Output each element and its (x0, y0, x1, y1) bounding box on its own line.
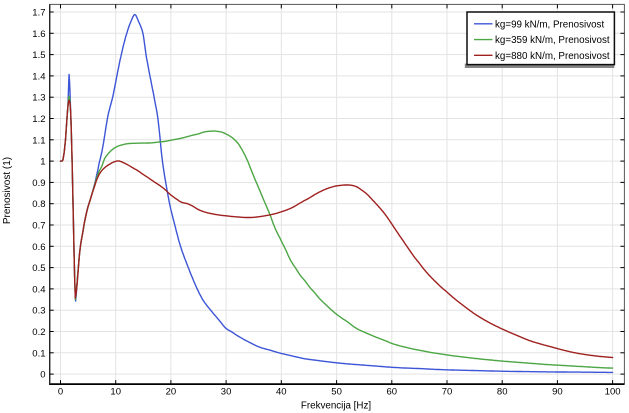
svg-text:0.9: 0.9 (32, 178, 45, 189)
svg-text:0.8: 0.8 (32, 199, 45, 210)
svg-text:kg=880 kN/m, Prenosivost: kg=880 kN/m, Prenosivost (495, 51, 610, 62)
svg-text:1.6: 1.6 (32, 29, 45, 40)
svg-text:kg=359 kN/m, Prenosivost: kg=359 kN/m, Prenosivost (495, 35, 610, 46)
svg-text:0: 0 (40, 370, 45, 381)
svg-text:0.2: 0.2 (32, 327, 45, 338)
svg-text:90: 90 (552, 387, 563, 398)
svg-text:80: 80 (497, 387, 508, 398)
svg-text:1.3: 1.3 (32, 93, 45, 104)
svg-text:0.3: 0.3 (32, 306, 45, 317)
svg-text:1.2: 1.2 (32, 114, 45, 125)
svg-text:60: 60 (387, 387, 398, 398)
svg-text:Prenosivost (1): Prenosivost (1) (2, 157, 13, 224)
svg-text:0.1: 0.1 (32, 348, 45, 359)
svg-text:70: 70 (442, 387, 453, 398)
svg-text:1.5: 1.5 (32, 50, 45, 61)
svg-text:10: 10 (110, 387, 121, 398)
svg-text:1: 1 (40, 157, 45, 168)
svg-text:30: 30 (221, 387, 232, 398)
svg-text:1.4: 1.4 (32, 71, 45, 82)
svg-text:1.7: 1.7 (32, 8, 45, 19)
svg-text:0: 0 (58, 387, 63, 398)
svg-text:100: 100 (605, 387, 621, 398)
svg-text:20: 20 (166, 387, 177, 398)
svg-text:1.1: 1.1 (32, 135, 45, 146)
svg-text:50: 50 (331, 387, 342, 398)
svg-text:Frekvencija [Hz]: Frekvencija [Hz] (301, 401, 372, 412)
svg-text:40: 40 (276, 387, 287, 398)
svg-text:0.7: 0.7 (32, 221, 45, 232)
svg-text:0.5: 0.5 (32, 263, 45, 274)
svg-text:0.6: 0.6 (32, 242, 45, 253)
svg-text:kg=99 kN/m, Prenosivost: kg=99 kN/m, Prenosivost (495, 19, 604, 30)
svg-text:0.4: 0.4 (32, 284, 45, 295)
